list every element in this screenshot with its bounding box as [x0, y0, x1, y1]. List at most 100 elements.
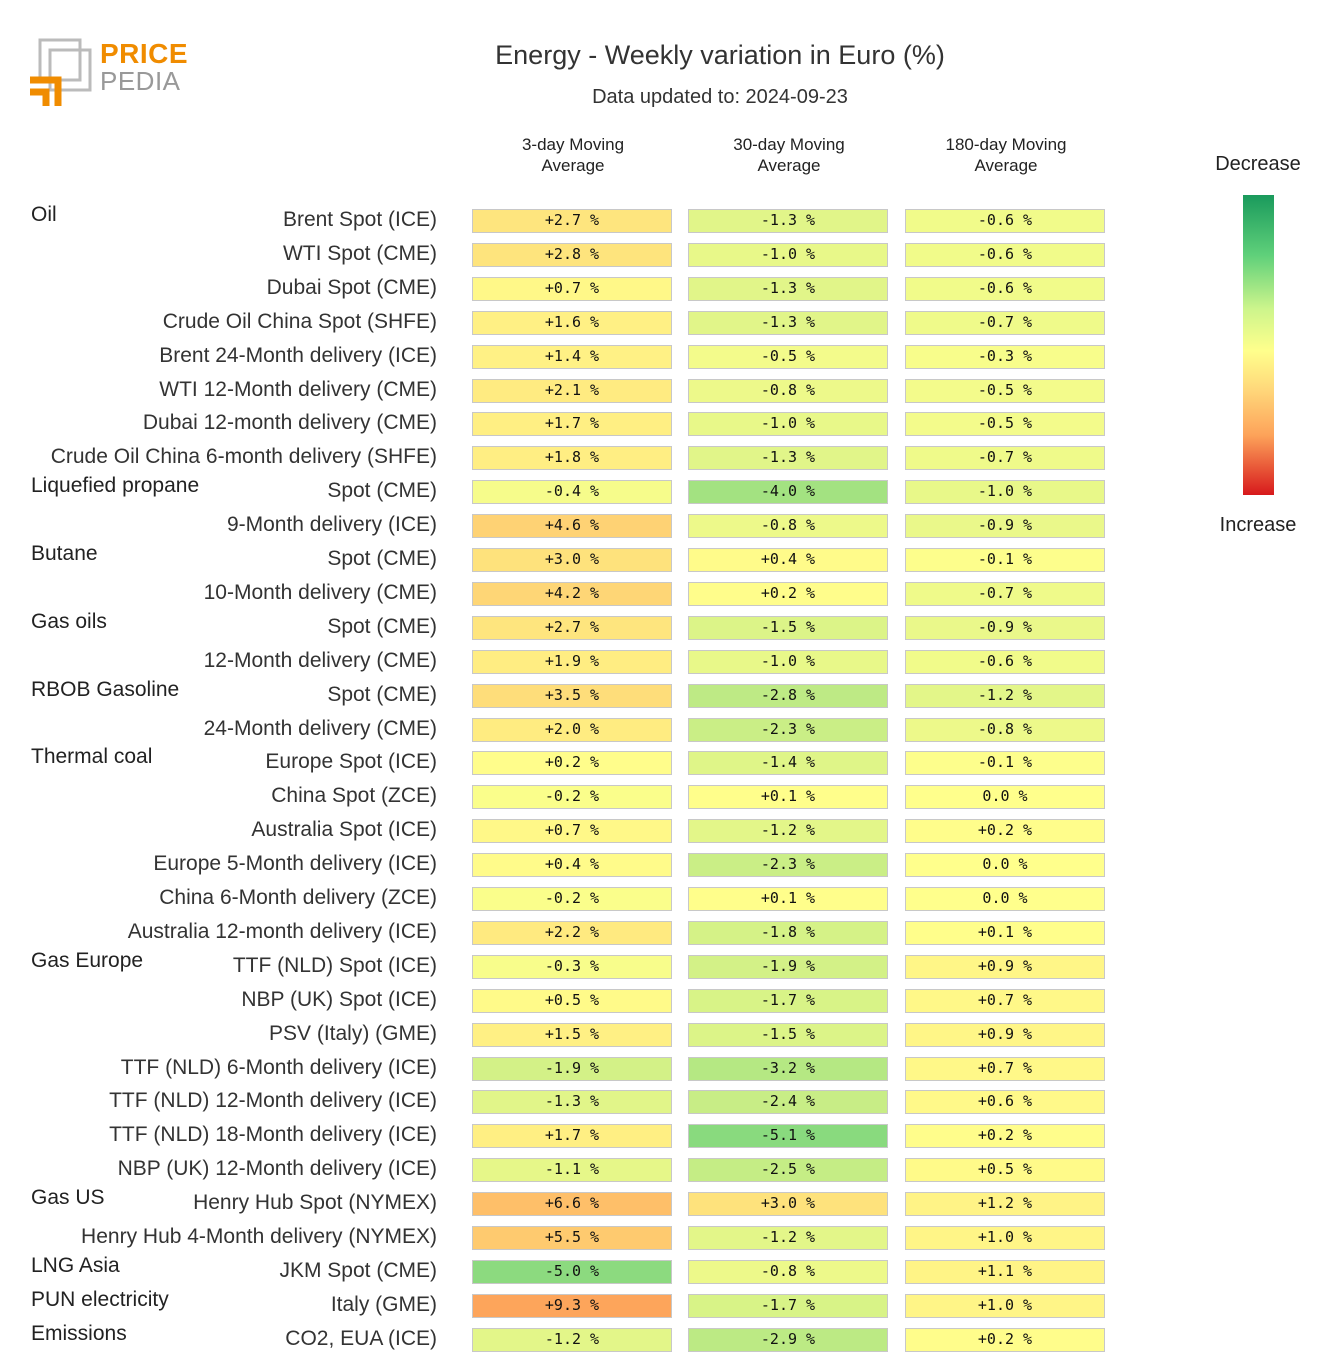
value-cell: +2.8 % — [472, 242, 672, 267]
value-cell: -0.8 % — [688, 1259, 888, 1284]
row-label: 10-Month delivery (CME) — [203, 580, 437, 604]
value-cell: +3.5 % — [472, 683, 672, 708]
value-cell: -0.5 % — [905, 378, 1105, 403]
row-label: 9-Month delivery (ICE) — [226, 513, 437, 537]
value-cell: +0.2 % — [905, 1327, 1105, 1352]
pricepedia-logo: PRICE PEDIA — [28, 36, 188, 112]
value-cell: +0.7 % — [905, 988, 1105, 1013]
value-cell: 0.0 % — [905, 785, 1105, 810]
value-cell: -0.6 % — [905, 209, 1105, 233]
value-cell: -1.5 % — [688, 1022, 888, 1047]
column-header: 3-day Moving Average — [521, 135, 625, 175]
value-cell: -0.8 % — [905, 717, 1105, 742]
value-cell: -1.3 % — [688, 310, 888, 335]
row-label: TTF (NLD) 6-Month delivery (ICE) — [120, 1055, 437, 1079]
group-label: Thermal coal — [31, 745, 153, 769]
value-cell: -1.3 % — [688, 446, 888, 471]
value-cell: +0.7 % — [905, 1056, 1105, 1081]
row-label: Spot (CME) — [327, 547, 437, 570]
value-cell: +0.2 % — [905, 819, 1105, 844]
value-cell: -0.1 % — [905, 548, 1105, 572]
row-label: Crude Oil China 6-month delivery (SHFE) — [50, 445, 437, 469]
row-label: Dubai 12-month delivery (CME) — [142, 411, 437, 435]
group-label: Emissions — [31, 1321, 127, 1345]
value-cell: -1.4 % — [688, 751, 888, 776]
value-cell: +2.7 % — [472, 209, 672, 233]
value-cell: +0.2 % — [472, 751, 672, 776]
value-cell: +1.4 % — [472, 344, 672, 369]
value-cell: -0.6 % — [905, 276, 1105, 301]
value-cell: -1.3 % — [688, 276, 888, 301]
group-label: LNG Asia — [31, 1253, 120, 1277]
row-label: China Spot (ZCE) — [271, 784, 437, 808]
value-cell: +1.2 % — [905, 1192, 1105, 1217]
value-cell: -0.4 % — [472, 480, 672, 505]
group-label: Gas oils — [31, 609, 107, 633]
value-cell: +0.1 % — [905, 920, 1105, 945]
value-cell: +2.1 % — [472, 378, 672, 403]
row-label: TTF (NLD) Spot (ICE) — [232, 953, 437, 977]
value-cell: +9.3 % — [472, 1293, 672, 1318]
logo-text-price: PRICE — [100, 38, 189, 69]
value-cell: +1.5 % — [472, 1022, 672, 1047]
value-cell: 0.0 % — [905, 853, 1105, 878]
value-cell: +0.5 % — [905, 1158, 1105, 1183]
value-cell: +2.0 % — [472, 717, 672, 742]
value-cell: -1.0 % — [688, 242, 888, 267]
value-cell: -1.1 % — [472, 1158, 672, 1183]
value-cell: +1.7 % — [472, 1124, 672, 1149]
row-label: WTI 12-Month delivery (CME) — [159, 377, 437, 401]
value-cell: -1.9 % — [472, 1056, 672, 1081]
value-cell: -0.2 % — [472, 887, 672, 911]
value-cell: +0.5 % — [472, 988, 672, 1013]
row-label: PSV (Italy) (GME) — [268, 1021, 437, 1045]
value-cell: +0.2 % — [688, 581, 888, 606]
logo-mark-icon — [30, 38, 92, 106]
value-cell: +1.9 % — [472, 649, 672, 674]
value-cell: -1.2 % — [472, 1327, 672, 1352]
value-cell: +1.1 % — [905, 1259, 1105, 1284]
value-cell: -0.3 % — [472, 954, 672, 979]
value-cell: +2.7 % — [472, 615, 672, 640]
value-cell: -0.2 % — [472, 785, 672, 810]
value-cell: -0.9 % — [905, 615, 1105, 640]
value-cell: -2.3 % — [688, 853, 888, 878]
chart-title: Energy - Weekly variation in Euro (%) — [495, 40, 945, 70]
row-label: WTI Spot (CME) — [282, 241, 437, 265]
value-cell: +0.7 % — [472, 819, 672, 844]
logo-text-pedia: PEDIA — [100, 66, 181, 96]
row-label: Brent 24-Month delivery (ICE) — [159, 343, 437, 367]
value-cell: +1.0 % — [905, 1293, 1105, 1318]
row-label: TTF (NLD) 18-Month delivery (ICE) — [109, 1123, 437, 1147]
legend-decrease-label: Decrease — [1215, 153, 1301, 175]
value-cell: +0.9 % — [905, 1022, 1105, 1047]
value-cell: -0.8 % — [688, 378, 888, 403]
value-cell: -0.6 % — [905, 649, 1105, 674]
value-cell: -1.2 % — [688, 1226, 888, 1250]
group-label: PUN electricity — [31, 1287, 169, 1311]
value-cell: +3.0 % — [688, 1192, 888, 1217]
value-cell: -0.7 % — [905, 310, 1105, 335]
row-label: Dubai Spot (CME) — [266, 275, 437, 299]
value-cell: -1.2 % — [905, 683, 1105, 708]
row-label: Europe Spot (ICE) — [265, 750, 437, 774]
value-cell: -0.9 % — [905, 514, 1105, 539]
value-cell: +4.2 % — [472, 581, 672, 606]
value-cell: -4.0 % — [688, 480, 888, 505]
value-cell: -1.0 % — [688, 649, 888, 674]
value-cell: -0.7 % — [905, 446, 1105, 471]
row-label: Italy (GME) — [330, 1292, 437, 1316]
row-label: Crude Oil China Spot (SHFE) — [162, 309, 437, 333]
value-cell: -1.5 % — [688, 615, 888, 640]
value-cell: -0.5 % — [905, 412, 1105, 437]
value-cell: -0.6 % — [905, 242, 1105, 267]
value-cell: +0.7 % — [472, 276, 672, 301]
row-label: Brent Spot (ICE) — [282, 208, 437, 231]
value-cell: +0.1 % — [688, 785, 888, 810]
row-label: Henry Hub 4-Month delivery (NYMEX) — [81, 1225, 437, 1248]
group-label: Butane — [31, 542, 98, 565]
row-label: Australia Spot (ICE) — [251, 818, 437, 842]
value-cell: -2.9 % — [688, 1327, 888, 1352]
row-label: Henry Hub Spot (NYMEX) — [193, 1191, 437, 1215]
value-cell: -0.7 % — [905, 581, 1105, 606]
